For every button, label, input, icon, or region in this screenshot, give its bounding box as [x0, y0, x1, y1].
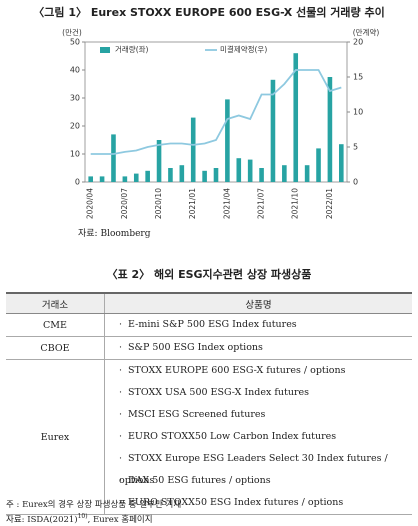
products-cell: · S&P 500 ESG Index options — [104, 336, 412, 360]
product-item: · STOXX Europe ESG Leaders Select 30 Inde… — [119, 448, 412, 486]
product-name: DAX 50 ESG futures / options — [128, 475, 271, 486]
bar — [236, 158, 242, 182]
table-row: Eurex · STOXX EUROPE 600 ESG-X futures / o… — [6, 359, 412, 515]
bar — [156, 140, 162, 182]
bullet: · — [119, 387, 123, 398]
y2-tick-label: 15 — [353, 73, 363, 82]
bar — [133, 173, 139, 182]
bullet: · — [119, 431, 123, 442]
header-row: 거래소 상품명 — [6, 292, 412, 314]
y-axis-unit: (만건) — [62, 27, 82, 37]
x-tick-label: 2020/10 — [154, 188, 163, 219]
legend-label: 미결제약정(우) — [220, 44, 267, 54]
product-item: · STOXX EUROPE 600 ESG-X futures / option… — [119, 360, 412, 382]
y2-tick-label: 20 — [353, 38, 363, 47]
bar — [202, 170, 207, 182]
bar — [293, 53, 299, 183]
y-tick-label: 30 — [70, 94, 80, 103]
bullet: · — [119, 497, 123, 508]
plot-frame — [84, 41, 348, 183]
x-tick-label: 2020/07 — [120, 188, 129, 219]
product-item: · E-mini S&P 500 ESG Index futures — [119, 314, 412, 336]
x-tick-label: 2021/07 — [257, 188, 266, 219]
bar — [316, 148, 321, 182]
bullet: · — [119, 365, 123, 376]
exchange-cell: Eurex — [6, 359, 105, 515]
product-item: · EURO STOXX50 Low Carbon Index futures — [119, 426, 412, 448]
product-name: STOXX Europe ESG Leaders Select 30 Index… — [119, 453, 388, 486]
source-text: , Eurex 홈페이지 — [87, 515, 153, 525]
x-tick-label: 2021/04 — [222, 188, 231, 219]
table: 거래소 상품명 CME · E-mini S&P 500 ESG Index fut… — [6, 292, 412, 515]
product-item: · EURO STOXX50 ESG Index futures / option… — [119, 492, 412, 514]
bar — [282, 165, 287, 182]
product-name: EURO STOXX50 Low Carbon Index futures — [128, 431, 337, 442]
product-name: EURO STOXX50 ESG Index futures / options — [128, 497, 344, 508]
source-text: 자료: ISDA(2021) — [6, 515, 78, 525]
y-tick-label: 10 — [70, 150, 80, 159]
product-item: · STOXX USA 500 ESG-X Index futures — [119, 382, 412, 404]
bar — [225, 99, 230, 182]
note: 주 : Eurex의 경우 상장 파생상품 중 일부만 기재 — [6, 500, 182, 510]
bar — [190, 117, 196, 182]
y2-axis-unit: (만계약) — [353, 27, 380, 37]
products-cell: · E-mini S&P 500 ESG Index futures — [104, 313, 412, 337]
bar — [168, 168, 173, 182]
product-name: STOXX EUROPE 600 ESG-X futures / options — [128, 365, 346, 376]
bullet: · — [119, 409, 123, 420]
chart: (만건) (만계약) 0 10 20 30 40 50 0 5 10 15 20 2020/04 202… — [62, 27, 380, 219]
bar — [145, 170, 150, 182]
bar — [179, 165, 185, 182]
y2-tick-label: 5 — [353, 143, 358, 152]
y2-tick-label: 10 — [353, 108, 363, 117]
exchange-cell: CME — [6, 313, 105, 337]
bar — [111, 134, 116, 182]
y-tick-label: 20 — [70, 122, 80, 131]
line — [90, 69, 342, 155]
bar — [327, 77, 333, 182]
bullet: · — [119, 319, 123, 330]
y-tick-label: 0 — [75, 178, 80, 187]
bar — [339, 144, 344, 182]
bar — [270, 79, 276, 182]
bar — [247, 159, 253, 182]
x-tick-label: 2022/01 — [325, 188, 334, 219]
table-title: 〈표 2〉 해외 ESG지수관련 상장 파생상품 — [106, 268, 312, 281]
y2-tick-label: 0 — [353, 178, 358, 187]
bar — [88, 176, 93, 182]
product-name: STOXX USA 500 ESG-X Index futures — [128, 387, 309, 398]
bar — [259, 168, 264, 182]
bar — [213, 168, 219, 182]
bar — [122, 176, 128, 182]
product-name: S&P 500 ESG Index options — [128, 342, 263, 353]
product-name: E-mini S&P 500 ESG Index futures — [128, 319, 297, 330]
products-cell: · STOXX EUROPE 600 ESG-X futures / option… — [104, 359, 412, 515]
source: 자료: ISDA(2021)10), Eurex 홈페이지 — [6, 513, 153, 525]
table-row: CBOE · S&P 500 ESG Index options — [6, 336, 412, 360]
legend-swatch — [100, 47, 110, 53]
bar — [99, 176, 105, 182]
footnote-ref: 10) — [77, 513, 88, 521]
x-tick-label: 2020/04 — [86, 188, 95, 219]
y-tick-label: 40 — [70, 66, 80, 75]
product-name: MSCI ESG Screened futures — [128, 409, 266, 420]
product-item: · DAX 50 ESG futures / options — [119, 470, 412, 492]
bullet: · — [119, 453, 123, 464]
table-row: CME · E-mini S&P 500 ESG Index futures — [6, 313, 412, 337]
product-item: · S&P 500 ESG Index options — [119, 337, 412, 359]
chart-title: 〈그림 1〉 Eurex STOXX EUROPE 600 ESG-X 선물의 … — [33, 6, 385, 19]
bar — [304, 165, 310, 182]
exchange-cell: CBOE — [6, 336, 105, 360]
bullet: · — [119, 475, 123, 486]
legend-label: 거래량(좌) — [115, 45, 149, 54]
chart-source: 자료: Bloomberg — [78, 229, 151, 239]
header-cell: 상품명 — [104, 292, 412, 314]
bullet: · — [119, 342, 123, 353]
y-tick-label: 50 — [70, 38, 80, 47]
header-cell: 거래소 — [6, 292, 105, 314]
x-tick-label: 2021/10 — [291, 188, 300, 219]
product-item: · MSCI ESG Screened futures — [119, 404, 412, 426]
x-tick-label: 2021/01 — [188, 188, 197, 219]
